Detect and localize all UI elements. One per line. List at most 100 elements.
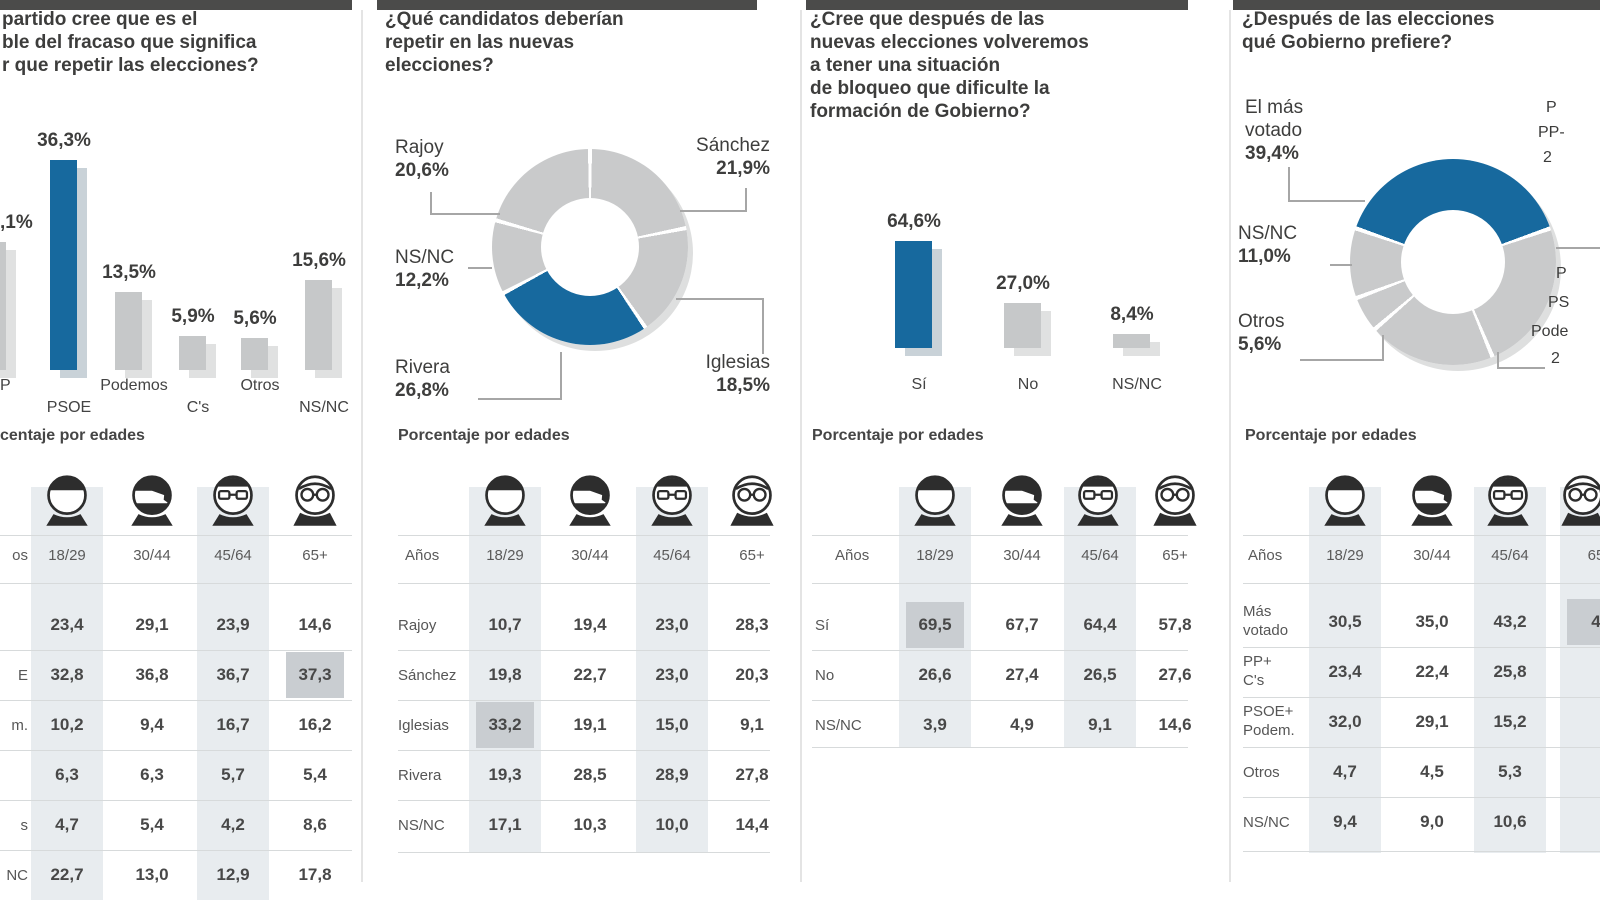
table-header-age: 18/29: [486, 547, 524, 564]
table-cell: 4,2: [221, 815, 245, 834]
table-cell: 5,7: [221, 765, 245, 784]
donut-label-name: Rajoy: [395, 137, 444, 158]
question-4-title-line: ¿Después de las elecciones: [1242, 9, 1495, 30]
leader-line: [430, 192, 432, 214]
table-rule: [812, 583, 1188, 584]
table-rule: [0, 800, 352, 801]
bar-psoe: [50, 160, 77, 370]
table-rule: [1243, 535, 1600, 536]
donut-label-name: votado: [1245, 120, 1303, 141]
question-2-title-line: ¿Qué candidatos deberían: [385, 9, 624, 30]
ages-heading: Porcentaje por edades: [398, 427, 570, 444]
table-cell: 12,9: [216, 865, 250, 884]
highlighted-cell-box: [906, 602, 964, 648]
donut-label-pct: 18,5%: [716, 375, 770, 396]
bar-axis-label: P: [0, 377, 11, 394]
table-row-label: s: [20, 817, 29, 834]
table-rule: [0, 700, 352, 701]
elderly-person-icon: [1148, 466, 1202, 528]
bearded-man-icon: [125, 466, 179, 528]
leader-line: [680, 210, 747, 212]
table-cell: 4: [1591, 612, 1600, 631]
donut-label-nsnc: NS/NC 12,2%: [395, 246, 454, 292]
table-col-stripe: [1309, 487, 1381, 853]
bearded-man-icon: [995, 466, 1049, 528]
top-bar-segment: [0, 0, 352, 10]
donut-label-pct: 39,4%: [1245, 143, 1299, 164]
table-cell: 29,1: [1415, 712, 1449, 731]
table-rule: [398, 852, 770, 853]
table-row-label: PSOE+: [1243, 703, 1294, 720]
table-row-label: E: [17, 667, 28, 684]
bar-axis-label: NS/NC: [299, 399, 349, 416]
column-divider: [1229, 10, 1231, 882]
bar-otros: [241, 338, 268, 370]
elderly-person-icon: [1556, 466, 1600, 528]
bar-value-label: 13,5%: [102, 262, 156, 283]
question-4-title-line: qué Gobierno prefiere?: [1242, 32, 1453, 53]
table-row-label: Iglesias: [398, 717, 449, 734]
table-cell: 14,6: [1158, 715, 1192, 734]
table-row-label: Rivera: [398, 767, 442, 784]
table-rule: [398, 535, 770, 536]
bar-value-label: 5,9%: [171, 306, 215, 327]
donut-hole: [1401, 210, 1505, 314]
table-rule: [1243, 583, 1600, 584]
leader-line: [478, 398, 562, 400]
table-cell: 8,6: [303, 815, 327, 834]
elderly-person-icon: [288, 466, 342, 528]
leader-line: [1330, 264, 1352, 266]
table-cell: 27,8: [735, 765, 769, 784]
table-row-label: Más: [1243, 603, 1272, 620]
column-divider: [361, 10, 363, 882]
elderly-person-icon: [725, 466, 779, 528]
table-header-age: 30/44: [133, 547, 171, 564]
top-bar-segment: [1233, 0, 1600, 10]
bar-axis-label: PSOE: [46, 399, 92, 416]
highlighted-cell-box: [1567, 599, 1600, 645]
leader-line: [560, 352, 562, 400]
bar-podemos: [115, 292, 142, 370]
donut-label-fragment: P: [1556, 265, 1567, 282]
table-cell: 4,9: [1010, 715, 1034, 734]
ages-heading: Porcentaje por edades: [812, 427, 984, 444]
table-cell: 13,0: [135, 865, 169, 884]
bar-ns-nc: [305, 280, 332, 370]
table-cell: 23,0: [655, 665, 689, 684]
table-rule: [812, 700, 1188, 701]
leader-line: [1497, 352, 1499, 369]
table-rule: [1243, 797, 1600, 798]
table-rule: [812, 747, 1188, 748]
table-cell: 23,4: [1328, 662, 1362, 681]
donut-label-fragment: PP-: [1538, 124, 1565, 141]
table-cell: 67,7: [1005, 615, 1039, 634]
table-header-age: 45/64: [1491, 547, 1529, 564]
bar-no: [1004, 303, 1041, 348]
table-cell: 64,4: [1083, 615, 1117, 634]
table-header-anos: Años: [1248, 547, 1283, 564]
donut-label-name: NS/NC: [1238, 223, 1298, 244]
leader-line: [1382, 335, 1384, 361]
table-cell: 23,9: [216, 615, 250, 634]
donut-label-pct: 11,0%: [1238, 246, 1291, 267]
bar-axis-label: C's: [186, 399, 210, 416]
table-cell: 5,4: [140, 815, 164, 834]
bar-value-label: ,1%: [0, 212, 33, 233]
table-cell: 36,8: [135, 665, 169, 684]
table-row-label: m.: [11, 717, 28, 734]
table-cell: 9,4: [140, 715, 164, 734]
table-row-label: NC: [6, 867, 28, 884]
table-cell: 32,0: [1328, 712, 1362, 731]
table-header-age: 65: [1587, 547, 1600, 564]
table-cell: 27,4: [1005, 665, 1039, 684]
table-cell: 22,4: [1415, 662, 1449, 681]
table-header-age: 18/29: [48, 547, 86, 564]
donut-label-sanchez: Sánchez 21,9%: [600, 134, 770, 180]
table-cell: 9,4: [1333, 812, 1357, 831]
table-col-stripe: [1064, 487, 1136, 748]
bar-value-label: 64,6%: [887, 211, 941, 232]
table-rule: [1243, 747, 1600, 748]
ages-heading: centaje por edades: [0, 427, 145, 444]
top-bar-segment: [377, 0, 757, 10]
young-man-icon: [1318, 466, 1372, 528]
